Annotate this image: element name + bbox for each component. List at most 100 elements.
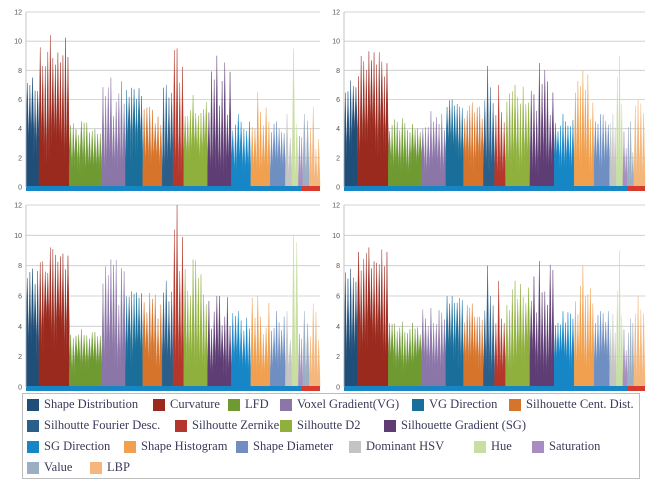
- legend-swatch: [474, 440, 486, 453]
- area-mark: [183, 94, 208, 188]
- legend-item: LFD: [228, 397, 269, 412]
- area-mark: [183, 259, 208, 388]
- legend-item: Shape Distribution: [27, 397, 138, 412]
- area-mark: [593, 310, 610, 388]
- area-mark: [529, 62, 555, 188]
- area-mark: [69, 121, 102, 188]
- baseline-band-tail: [627, 386, 645, 391]
- area-mark: [291, 48, 299, 188]
- legend-item: Silhoutte D2: [280, 418, 361, 433]
- chart-panel-1: 0 2 4 6 8 10 12: [14, 10, 321, 192]
- area-mark: [142, 106, 163, 188]
- y-tick-label: 0: [336, 185, 340, 192]
- area-mark: [207, 55, 232, 188]
- y-tick-label: 12: [332, 203, 340, 210]
- area-mark: [421, 110, 447, 188]
- legend-label: Shape Distribution: [44, 397, 139, 411]
- y-tick-label: 0: [18, 185, 22, 192]
- area-mark: [505, 84, 531, 188]
- area-mark: [125, 87, 143, 188]
- y-tick-label: 4: [336, 324, 340, 331]
- legend: Shape Distribution Curvature LFD Voxel Grad…: [22, 393, 640, 479]
- legend-label: Saturation: [549, 439, 601, 453]
- area-mark: [308, 303, 321, 388]
- baseline-band: [344, 186, 627, 191]
- baseline-band: [344, 386, 627, 391]
- area-mark: [445, 99, 464, 188]
- legend-swatch: [509, 398, 521, 411]
- chart-panel-2: 0 2 4 6 8 10 12: [332, 10, 646, 192]
- area-mark: [357, 51, 389, 188]
- baseline-band: [26, 186, 302, 191]
- area-mark: [529, 260, 555, 388]
- y-tick-label: 10: [14, 39, 22, 46]
- area-mark: [494, 84, 506, 188]
- legend-item: Silhouette Cent. Dist.: [509, 397, 634, 412]
- y-tick-label: 2: [336, 155, 340, 162]
- legend-label: VG Direction: [429, 397, 498, 411]
- legend-label: SG Direction: [44, 439, 111, 453]
- legend-item: Saturation: [532, 439, 600, 454]
- area-mark: [573, 265, 595, 388]
- chart-panel-4: 0 2 4 6 8 10 12: [332, 203, 646, 392]
- legend-item: Silhoutte Zernike: [175, 418, 279, 433]
- area-mark: [421, 307, 447, 388]
- baseline-band: [26, 386, 302, 391]
- legend-swatch: [27, 461, 39, 474]
- area-mark: [298, 333, 303, 388]
- legend-item: Value: [27, 460, 72, 475]
- area-mark: [302, 310, 310, 388]
- y-tick-label: 2: [18, 155, 22, 162]
- legend-label: Shape Histogram: [141, 439, 228, 453]
- legend-item: Shape Diameter: [236, 439, 333, 454]
- legend-label: LFD: [245, 397, 269, 411]
- legend-swatch: [153, 398, 165, 411]
- y-tick-label: 4: [18, 324, 22, 331]
- area-mark: [250, 92, 271, 188]
- legend-label: Value: [44, 460, 73, 474]
- y-tick-label: 0: [336, 385, 340, 392]
- area-mark: [554, 113, 575, 188]
- legend-item: VG Direction: [412, 397, 497, 412]
- area-mark: [25, 77, 40, 188]
- y-tick-label: 6: [18, 294, 22, 301]
- y-tick-label: 6: [18, 97, 22, 104]
- area-mark: [483, 65, 495, 188]
- charts-area: 0 2 4 6 8 10 12 0 2 4 6 8 10 12 0 2 4 6 8 10 12 0 2 4 6 8 10 12: [14, 10, 646, 392]
- legend-swatch: [124, 440, 136, 453]
- y-tick-label: 2: [18, 354, 22, 361]
- legend-label: Voxel Gradient(VG): [297, 397, 400, 411]
- chart-panel-3: 0 2 4 6 8 10 12: [14, 203, 321, 392]
- legend-swatch: [532, 440, 544, 453]
- legend-item: SG Direction: [27, 439, 110, 454]
- y-tick-label: 10: [332, 39, 340, 46]
- legend-swatch: [27, 440, 39, 453]
- area-mark: [101, 259, 126, 388]
- area-mark: [505, 280, 531, 388]
- y-tick-label: 8: [18, 68, 22, 75]
- legend-item: Silhoutte Fourier Desc.: [27, 418, 160, 433]
- legend-label: Hue: [491, 439, 512, 453]
- y-tick-label: 10: [332, 233, 340, 240]
- legend-swatch: [412, 398, 424, 411]
- y-tick-label: 8: [336, 68, 340, 75]
- legend-label: Curvature: [170, 397, 220, 411]
- legend-swatch: [175, 419, 187, 432]
- area-mark: [308, 106, 321, 188]
- area-mark: [622, 131, 628, 188]
- area-mark: [357, 247, 389, 388]
- area-mark: [633, 295, 646, 388]
- area-mark: [616, 55, 624, 188]
- area-mark: [302, 113, 310, 188]
- baseline-band-tail: [302, 386, 320, 391]
- area-mark: [633, 99, 646, 188]
- area-mark: [388, 321, 422, 388]
- area-mark: [483, 265, 495, 388]
- area-mark: [494, 280, 506, 388]
- y-tick-label: 6: [336, 294, 340, 301]
- legend-label: LBP: [107, 460, 130, 474]
- legend-item: Silhouette Gradient (SG): [384, 418, 526, 433]
- legend-label: Silhouette Gradient (SG): [401, 418, 526, 432]
- y-tick-label: 2: [336, 354, 340, 361]
- area-mark: [270, 121, 286, 188]
